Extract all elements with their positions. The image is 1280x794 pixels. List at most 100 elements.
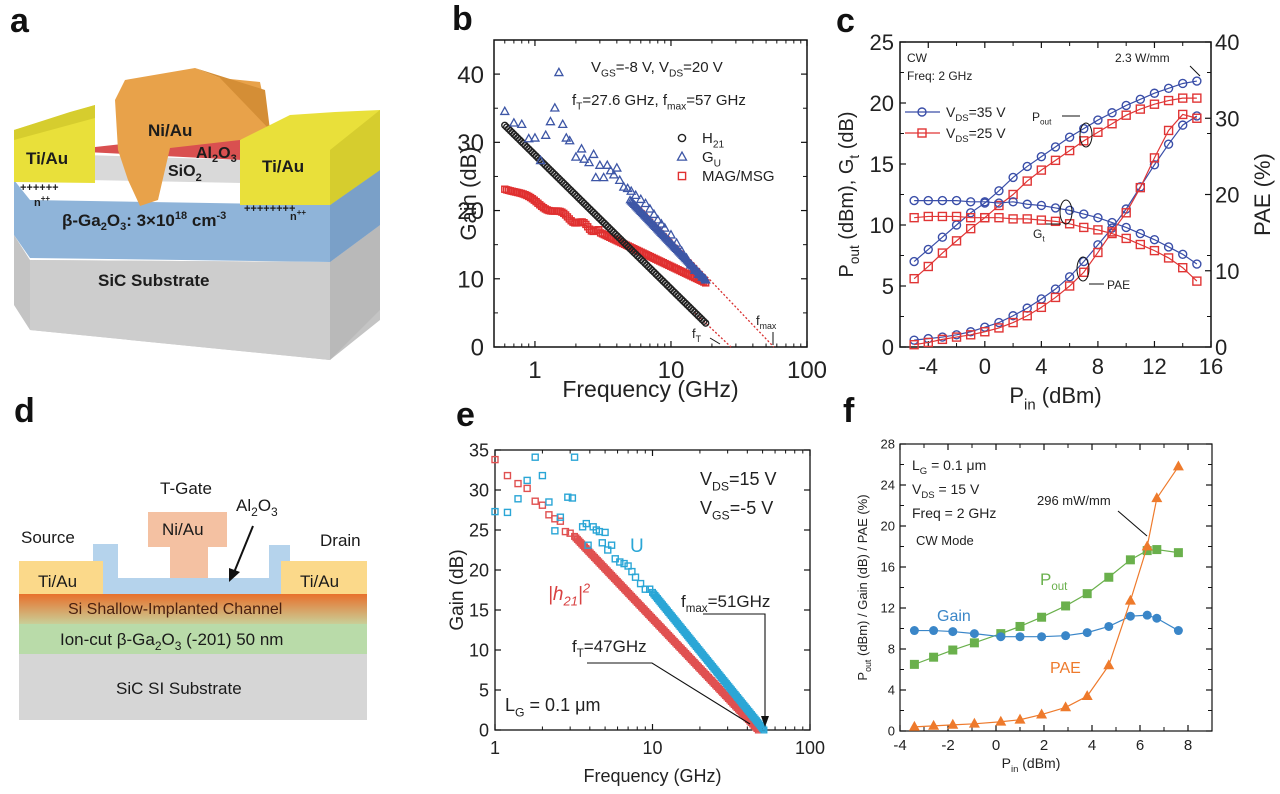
power-arrow xyxy=(1117,510,1148,537)
data-point xyxy=(994,198,1004,208)
u-point xyxy=(491,507,499,516)
y-tick-label: 20 xyxy=(870,91,894,116)
data-point xyxy=(1135,94,1146,105)
film-label: Ion-cut β-Ga2O3 (-201) 50 nm xyxy=(60,630,283,653)
data-point xyxy=(1163,83,1174,94)
data-point xyxy=(1050,203,1061,213)
data-point xyxy=(1104,621,1114,631)
data-point xyxy=(909,626,919,636)
data-point xyxy=(1124,594,1136,605)
gt-ellipse xyxy=(1059,199,1073,225)
y-tick-label: 15 xyxy=(870,152,894,177)
data-point xyxy=(1107,119,1117,129)
gu-point xyxy=(561,132,572,142)
gate-ni-au xyxy=(115,68,270,206)
gu-point xyxy=(598,172,609,182)
data-point xyxy=(968,717,980,728)
u-point xyxy=(556,513,565,521)
h21-point xyxy=(491,455,499,464)
pout-label: Pout xyxy=(1032,110,1052,127)
gu-point xyxy=(630,189,641,199)
data-point xyxy=(1079,222,1089,233)
panel-letter-a: a xyxy=(10,2,29,40)
data-point xyxy=(928,719,940,730)
data-point xyxy=(947,718,959,729)
sic-substrate-right xyxy=(330,225,380,360)
u-point xyxy=(601,528,609,537)
u-point xyxy=(607,541,616,549)
x-axis-label: Pin (dBm) xyxy=(1009,383,1101,414)
gu-point xyxy=(665,229,677,239)
y2-tick-label: 20 xyxy=(1215,183,1239,208)
data-point xyxy=(1082,589,1092,599)
data-point xyxy=(1163,139,1174,149)
n-left-label: n++ xyxy=(34,194,50,209)
al2o3-passivation xyxy=(93,544,290,594)
gu-point xyxy=(602,159,613,169)
data-point xyxy=(1135,182,1146,193)
data-point xyxy=(1050,216,1061,227)
substrate-label: SiC Substrate xyxy=(98,271,209,290)
data-point xyxy=(951,211,962,222)
data-point xyxy=(1192,113,1202,123)
data-point xyxy=(965,208,976,218)
device-diagram-d: T-Gate Ni/Au Al2O3 Source Drain Ti/Au Ti… xyxy=(19,479,367,720)
panel-letter-c: c xyxy=(836,2,855,40)
h21-point xyxy=(700,317,708,326)
data-point xyxy=(1064,132,1075,142)
y-tick-label: 40 xyxy=(457,62,484,89)
gate-stem xyxy=(170,546,208,578)
series-line xyxy=(913,97,1197,280)
ga2o3-layer-right xyxy=(330,165,380,262)
n-right-label: n++ xyxy=(290,208,306,223)
data-point xyxy=(1050,292,1061,303)
data-point xyxy=(1037,612,1047,622)
data-point xyxy=(1093,115,1103,125)
data-point xyxy=(1149,160,1160,170)
freq-annotation: Freq = 2 GHz xyxy=(912,505,996,521)
data-point xyxy=(1014,713,1026,724)
data-point xyxy=(1008,197,1018,207)
x-tick-label: 10 xyxy=(642,738,662,758)
substrate-label-d: SiC SI Substrate xyxy=(116,679,242,698)
data-point xyxy=(1178,78,1188,89)
legend-marker xyxy=(917,107,927,117)
h21-point xyxy=(561,527,570,536)
x-tick-label: -2 xyxy=(941,737,954,754)
data-point xyxy=(1125,555,1135,565)
gu-point xyxy=(579,153,590,163)
series-line xyxy=(914,115,1198,341)
data-point xyxy=(1093,225,1103,235)
y2-tick-label: 30 xyxy=(1215,106,1239,131)
data-point xyxy=(1022,161,1032,172)
data-point xyxy=(1135,104,1146,114)
data-point xyxy=(923,195,933,206)
u-point xyxy=(598,539,606,547)
legend-label: MAG/MSG xyxy=(702,168,775,185)
data-point xyxy=(1149,88,1160,98)
series-pout xyxy=(909,545,1183,669)
data-point xyxy=(909,273,919,284)
gu-point xyxy=(590,172,601,182)
data-point xyxy=(1050,155,1061,166)
data-point xyxy=(969,629,979,639)
u-point xyxy=(760,726,768,734)
x-tick-label: 100 xyxy=(787,357,827,384)
series-gt-vds-25v xyxy=(909,211,1202,286)
gu-point xyxy=(557,118,568,129)
u-point xyxy=(503,508,512,517)
h21-point xyxy=(556,517,565,525)
legend-label: VDS=35 V xyxy=(946,104,1006,124)
data-point xyxy=(1121,100,1131,111)
al2o3-label-d: Al2O3 xyxy=(236,496,278,519)
data-point xyxy=(1149,245,1160,256)
mode-annotation: CW Mode xyxy=(916,533,974,548)
source-label: Source xyxy=(21,528,75,547)
fmax-marker-label: fmax xyxy=(756,313,777,331)
x-tick-label: 1 xyxy=(528,357,541,384)
ft-arrow xyxy=(587,662,751,725)
u-point xyxy=(523,476,531,485)
